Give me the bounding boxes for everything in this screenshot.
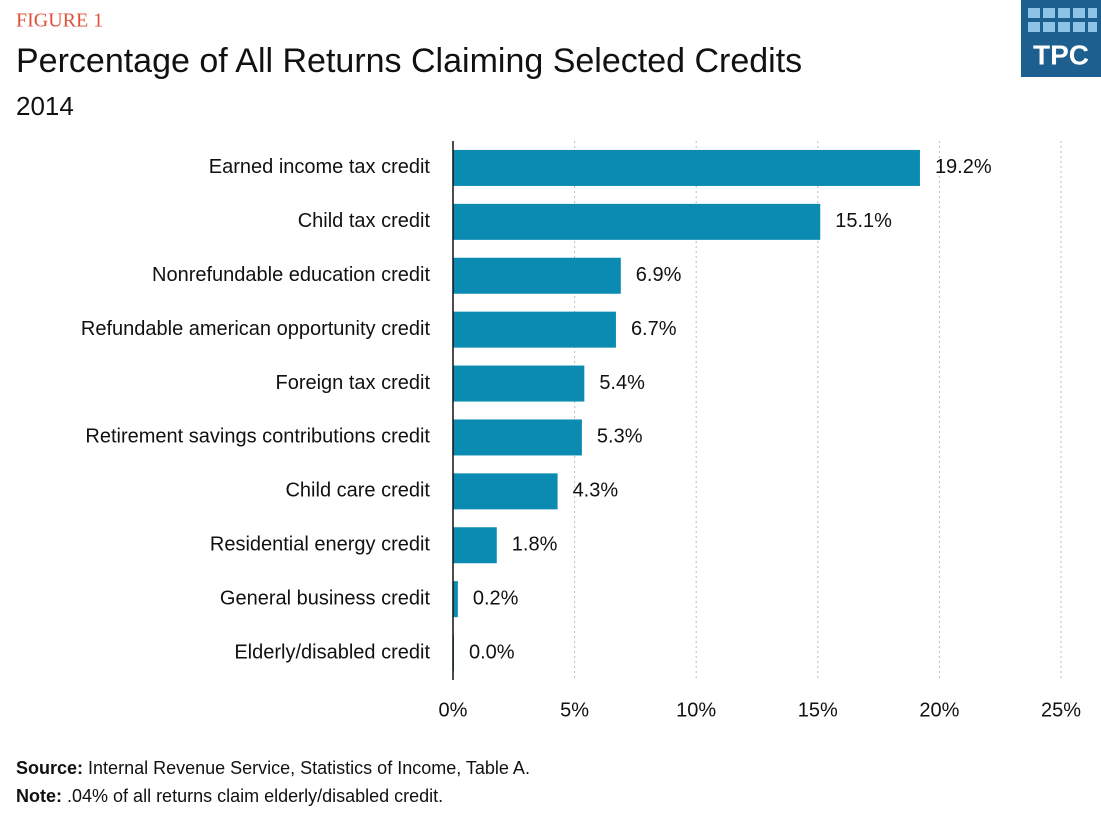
x-tick-label: 10% [676,699,716,721]
chart-subtitle: 2014 [16,91,74,121]
value-label: 1.8% [512,534,558,556]
bar [453,419,582,456]
y-tick-label: Retirement savings contributions credit [85,426,430,448]
figure-label: FIGURE 1 [16,10,103,32]
y-tick-label: Earned income tax credit [209,156,431,178]
value-label: 5.4% [599,372,645,394]
value-label: 19.2% [935,156,992,178]
bar [453,311,616,348]
y-tick-label: Child care credit [285,480,430,502]
value-label: 6.9% [636,264,682,286]
x-tick-label: 0% [439,699,468,721]
source: Source: Internal Revenue Service, Statis… [16,758,530,778]
value-label: 5.3% [597,426,643,448]
value-label: 0.0% [469,641,515,663]
bar [453,473,558,510]
y-tick-label: Nonrefundable education credit [152,264,430,286]
value-label: 15.1% [835,210,892,232]
source-text: Internal Revenue Service, Statistics of … [88,758,530,778]
x-tick-label: 25% [1041,699,1081,721]
source-label: Source: [16,758,83,778]
x-tick-label: 20% [919,699,959,721]
bar [453,581,458,618]
note: Note: .04% of all returns claim elderly/… [16,786,443,806]
value-label: 0.2% [473,587,519,609]
y-tick-label: Foreign tax credit [275,372,430,394]
logo: TPC [1021,0,1101,77]
bar [453,203,821,240]
bar [453,365,585,402]
note-text: .04% of all returns claim elderly/disabl… [67,786,443,806]
y-tick-label: General business credit [220,587,431,609]
value-label: 6.7% [631,318,677,340]
logo-text: TPC [1033,39,1089,70]
x-tick-label: 15% [798,699,838,721]
y-tick-label: Elderly/disabled credit [234,641,430,663]
y-tick-label: Residential energy credit [210,534,431,556]
bar [453,527,497,564]
bar [453,257,621,294]
x-tick-label: 5% [560,699,589,721]
chart-title: Percentage of All Returns Claiming Selec… [16,42,802,80]
note-label: Note: [16,786,62,806]
y-tick-label: Refundable american opportunity credit [81,318,431,340]
y-tick-label: Child tax credit [298,210,431,232]
value-label: 4.3% [573,480,619,502]
bar [453,149,920,186]
